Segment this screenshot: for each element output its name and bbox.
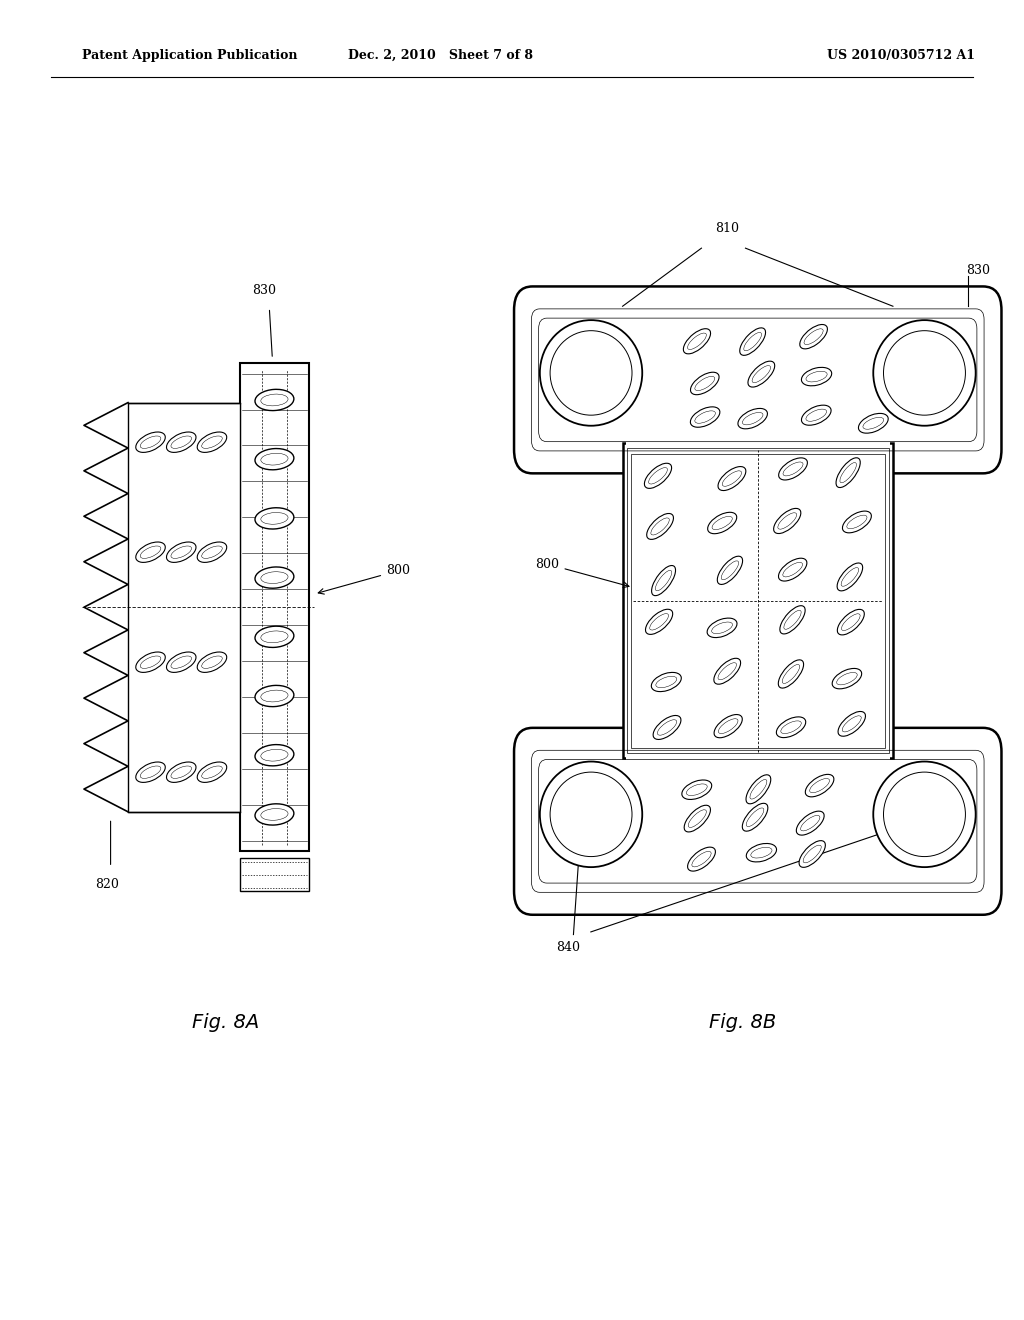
Ellipse shape	[647, 513, 674, 540]
Text: 810: 810	[715, 222, 739, 235]
Text: 830: 830	[252, 284, 276, 297]
Bar	[626, 417, 890, 453]
Text: 820: 820	[95, 878, 120, 891]
Ellipse shape	[742, 804, 768, 832]
Ellipse shape	[838, 610, 864, 635]
Ellipse shape	[836, 458, 860, 487]
Ellipse shape	[802, 405, 831, 425]
Ellipse shape	[778, 458, 807, 480]
Ellipse shape	[255, 508, 294, 529]
Ellipse shape	[748, 362, 775, 387]
Ellipse shape	[708, 512, 736, 533]
Text: US 2010/0305712 A1: US 2010/0305712 A1	[827, 49, 975, 62]
Ellipse shape	[773, 508, 801, 533]
Text: 830: 830	[966, 264, 990, 277]
Ellipse shape	[136, 432, 165, 453]
Ellipse shape	[644, 463, 672, 488]
Ellipse shape	[653, 715, 681, 739]
Ellipse shape	[255, 568, 294, 589]
Ellipse shape	[780, 606, 805, 634]
Ellipse shape	[651, 672, 681, 692]
Text: Fig. 8A: Fig. 8A	[191, 1014, 259, 1032]
Ellipse shape	[746, 775, 771, 804]
Text: 800: 800	[536, 557, 629, 587]
Ellipse shape	[873, 321, 976, 426]
Ellipse shape	[687, 847, 716, 871]
Ellipse shape	[805, 775, 834, 797]
Ellipse shape	[837, 564, 862, 591]
Text: Fig. 8B: Fig. 8B	[709, 1014, 776, 1032]
Bar	[240, 858, 309, 891]
Ellipse shape	[255, 389, 294, 411]
Ellipse shape	[540, 321, 642, 426]
Ellipse shape	[778, 558, 807, 581]
Ellipse shape	[717, 556, 742, 585]
Ellipse shape	[714, 714, 742, 738]
Text: Dec. 2, 2010   Sheet 7 of 8: Dec. 2, 2010 Sheet 7 of 8	[348, 49, 532, 62]
Ellipse shape	[255, 449, 294, 470]
Ellipse shape	[843, 511, 871, 533]
Ellipse shape	[802, 367, 831, 385]
Bar	[626, 737, 890, 764]
Ellipse shape	[714, 659, 740, 684]
FancyBboxPatch shape	[514, 286, 1001, 474]
Text: 840: 840	[556, 941, 581, 954]
Ellipse shape	[651, 565, 676, 595]
Ellipse shape	[690, 372, 719, 395]
Ellipse shape	[167, 543, 196, 562]
Text: Patent Application Publication: Patent Application Publication	[82, 49, 297, 62]
Ellipse shape	[838, 711, 865, 737]
Ellipse shape	[198, 652, 226, 672]
Ellipse shape	[255, 626, 294, 647]
Ellipse shape	[255, 685, 294, 706]
Ellipse shape	[682, 780, 712, 800]
Ellipse shape	[797, 810, 824, 836]
Bar	[627, 449, 889, 752]
Bar	[631, 454, 885, 747]
Ellipse shape	[136, 652, 165, 672]
FancyBboxPatch shape	[514, 727, 1001, 915]
Ellipse shape	[167, 762, 196, 783]
Ellipse shape	[198, 762, 226, 783]
Ellipse shape	[738, 408, 767, 429]
Ellipse shape	[776, 717, 806, 738]
Ellipse shape	[255, 744, 294, 766]
Ellipse shape	[739, 327, 766, 355]
Ellipse shape	[167, 432, 196, 453]
Ellipse shape	[255, 804, 294, 825]
Bar	[623, 444, 893, 758]
Ellipse shape	[778, 660, 804, 688]
Ellipse shape	[799, 841, 825, 867]
Ellipse shape	[684, 805, 711, 832]
Ellipse shape	[690, 407, 720, 428]
Ellipse shape	[683, 329, 711, 354]
Ellipse shape	[833, 668, 861, 689]
Ellipse shape	[136, 543, 165, 562]
Text: 800: 800	[318, 564, 410, 594]
Ellipse shape	[540, 762, 642, 867]
Ellipse shape	[167, 652, 196, 672]
Ellipse shape	[800, 325, 827, 348]
Ellipse shape	[198, 432, 226, 453]
Bar	[128, 403, 240, 812]
Ellipse shape	[858, 413, 888, 433]
Ellipse shape	[746, 843, 776, 862]
Ellipse shape	[198, 543, 226, 562]
Ellipse shape	[708, 618, 737, 638]
Ellipse shape	[136, 762, 165, 783]
Ellipse shape	[645, 610, 673, 635]
Ellipse shape	[873, 762, 976, 867]
Bar	[240, 363, 309, 851]
Ellipse shape	[718, 466, 745, 491]
